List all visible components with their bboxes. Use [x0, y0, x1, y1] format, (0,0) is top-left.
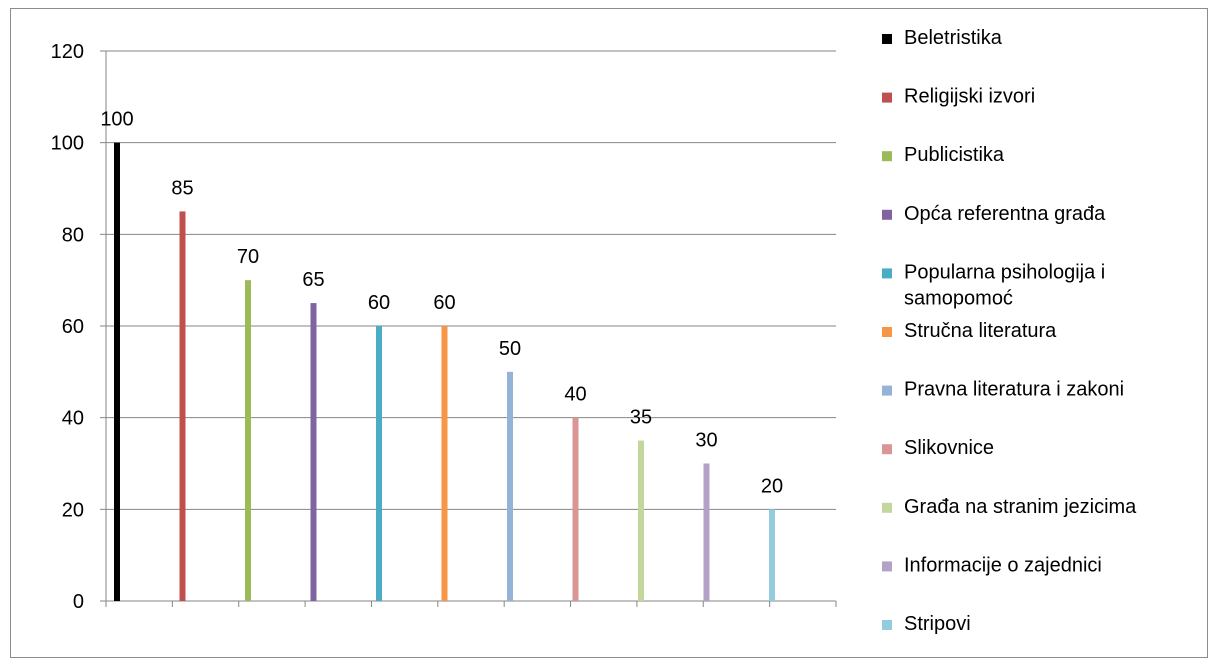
legend-label-3: Opća referentna građa — [904, 203, 1106, 225]
bar-0 — [114, 142, 120, 601]
data-label-9: 30 — [695, 430, 717, 452]
legend-label-1: Religijski izvori — [904, 86, 1035, 108]
legend-label-8: Građa na stranim jezicima — [904, 496, 1137, 518]
legend-swatch-4 — [882, 268, 892, 279]
legend-swatch-6 — [882, 385, 892, 396]
data-label-4: 60 — [368, 292, 390, 314]
legend-swatch-7 — [882, 444, 892, 455]
legend: Beletristika Religijski izvori Publicistik… — [882, 27, 1137, 635]
legend-swatch-1 — [882, 92, 892, 103]
y-tick-label: 60 — [62, 316, 84, 338]
data-label-10: 20 — [761, 475, 783, 497]
legend-swatch-8 — [882, 502, 892, 513]
bar-3 — [310, 303, 317, 601]
legend-label-2: Publicistika — [904, 144, 1005, 166]
legend-label-9: Informacije o zajednici — [904, 554, 1102, 576]
bar-2 — [245, 280, 251, 601]
legend-label-4: Popularna psihologija i samopomoć — [904, 261, 1105, 309]
bar-1 — [179, 211, 186, 601]
legend-label-5: Stručna literatura — [904, 320, 1057, 342]
data-labels: 100 85 70 65 60 60 50 40 35 30 20 — [100, 109, 783, 498]
y-tick-label: 40 — [62, 408, 84, 430]
data-label-6: 50 — [499, 338, 521, 360]
legend-label-10: Stripovi — [904, 613, 971, 635]
bar-9 — [703, 463, 710, 601]
data-label-2: 70 — [237, 246, 259, 268]
gridlines — [106, 50, 836, 510]
legend-swatch-5 — [882, 327, 892, 337]
bar-7 — [572, 417, 579, 601]
bar-4 — [376, 326, 382, 601]
legend-swatch-2 — [882, 151, 892, 162]
y-tick-label: 120 — [51, 41, 84, 63]
bar-10 — [769, 509, 775, 601]
legend-swatch-3 — [882, 209, 892, 220]
chart-frame — [10, 8, 1208, 658]
legend-label-6: Pravna literatura i zakoni — [904, 379, 1124, 401]
legend-swatch-10 — [882, 620, 892, 630]
data-label-0: 100 — [100, 109, 133, 131]
data-label-7: 40 — [564, 384, 586, 406]
bar-6 — [507, 371, 513, 601]
axes: 0 20 40 60 80 100 120 — [51, 41, 837, 613]
data-label-5: 60 — [433, 292, 455, 314]
bar-5 — [441, 326, 448, 601]
y-tick-label: 100 — [51, 133, 84, 155]
legend-label-0: Beletristika — [904, 27, 1003, 49]
legend-swatch-9 — [882, 561, 892, 572]
y-tick-label: 20 — [62, 499, 84, 521]
data-label-3: 65 — [302, 269, 324, 291]
y-tick-label: 0 — [73, 591, 84, 613]
bars — [114, 142, 775, 601]
y-tick-label: 80 — [62, 224, 84, 246]
legend-label-7: Slikovnice — [904, 437, 994, 459]
bar-8 — [638, 440, 644, 601]
data-label-8: 35 — [630, 407, 652, 429]
data-label-1: 85 — [171, 177, 193, 199]
legend-swatch-0 — [882, 34, 892, 44]
